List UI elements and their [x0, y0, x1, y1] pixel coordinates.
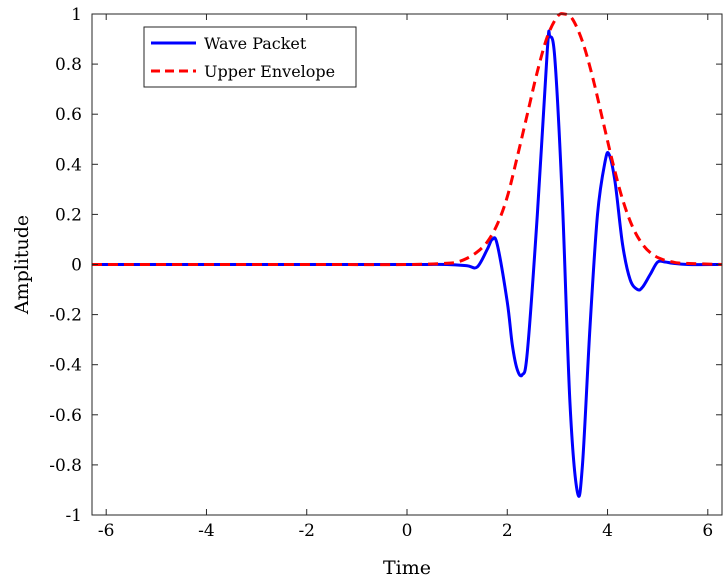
tick-layer: -6 -4 -2 0 2 4 6 -1 -0.8 -0.6 -0.4 -0.2 0 0.2 0.4 0.6 0.…	[49, 5, 722, 541]
x-tick-label: -2	[298, 521, 315, 541]
y-axis-title: Amplitude	[11, 215, 33, 315]
legend-box	[143, 26, 357, 88]
series-line-wave-packet	[92, 29, 723, 498]
y-tick-label: -1	[65, 506, 82, 526]
y-tick-label: -0.8	[49, 456, 82, 476]
x-tick-label: 4	[602, 521, 613, 541]
y-tick-label: -0.2	[49, 306, 82, 326]
x-tick-label: 0	[402, 521, 413, 541]
y-tick-label: 0.2	[55, 205, 82, 225]
y-tick-label: 0.4	[55, 155, 82, 175]
y-tick-label: 0	[71, 256, 82, 276]
x-tick-label: 2	[502, 521, 513, 541]
legend-label-upper-envelope: Upper Envelope	[204, 62, 335, 81]
series-layer	[92, 12, 723, 498]
legend: Wave Packet Upper Envelope	[143, 26, 357, 88]
x-tick-label: 6	[702, 521, 713, 541]
x-tick-label: -4	[198, 521, 215, 541]
series-line-upper-envelope	[92, 12, 723, 267]
x-tick-label: -6	[98, 521, 115, 541]
x-axis-title: Time	[383, 557, 431, 579]
y-tick-label: -0.6	[49, 406, 82, 426]
y-tick-label: 0.6	[55, 105, 82, 125]
y-tick-label: 1	[71, 5, 82, 25]
y-tick-label: 0.8	[55, 55, 82, 75]
legend-label-wave-packet: Wave Packet	[204, 34, 307, 53]
y-tick-label: -0.4	[49, 356, 82, 376]
